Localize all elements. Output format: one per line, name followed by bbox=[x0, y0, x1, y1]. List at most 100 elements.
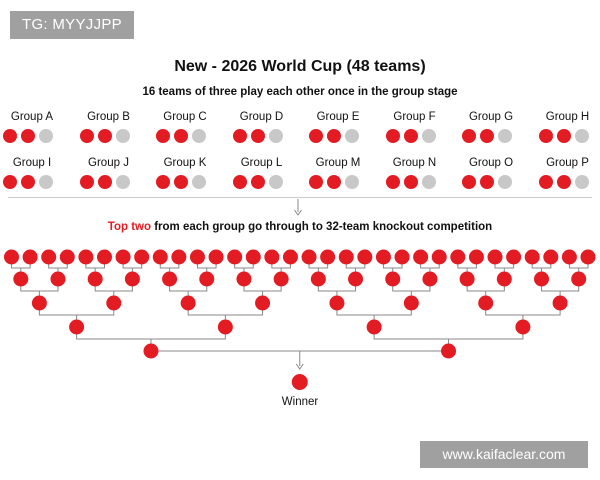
advancing-team-dot bbox=[480, 175, 494, 189]
round-of-32-dot bbox=[282, 249, 298, 265]
eliminated-team-dot bbox=[268, 175, 283, 189]
round-of-32-dot bbox=[171, 249, 187, 265]
page-title: New - 2026 World Cup (48 teams) bbox=[174, 58, 426, 75]
quarterfinal-dot bbox=[106, 295, 122, 311]
group-g: Group G bbox=[458, 111, 524, 151]
advancing-team-dot bbox=[174, 175, 188, 189]
advancing-team-dot bbox=[97, 175, 112, 189]
finalist-dot bbox=[441, 343, 457, 359]
tg-badge: TG: MYYJJPP bbox=[10, 11, 134, 39]
round-of-16-dot bbox=[87, 271, 103, 287]
advancing-team-dot bbox=[462, 175, 476, 189]
advancing-team-dot bbox=[3, 129, 17, 143]
round-of-16-dot bbox=[422, 271, 438, 287]
semifinal-dot bbox=[69, 319, 85, 335]
round-of-32-dot bbox=[115, 249, 131, 265]
round-of-16-dot bbox=[50, 271, 66, 287]
advancing-team-dot bbox=[480, 129, 494, 143]
watermark: www.kaifaclear.com bbox=[420, 441, 588, 468]
team-dots bbox=[2, 129, 62, 143]
group-label: Group K bbox=[163, 157, 207, 169]
group-label: Group M bbox=[315, 157, 361, 169]
team-dots bbox=[2, 175, 62, 189]
advancing-team-dot bbox=[156, 175, 170, 189]
group-a: Group A bbox=[0, 111, 65, 151]
group-label: Group B bbox=[87, 111, 130, 123]
round-of-16-dot bbox=[310, 271, 326, 287]
group-label: Group P bbox=[546, 157, 589, 169]
round-of-32-dot bbox=[245, 249, 261, 265]
advancing-team-dot bbox=[538, 129, 553, 143]
eliminated-team-dot bbox=[498, 129, 512, 143]
round-of-32-dot bbox=[96, 249, 112, 265]
quarterfinal-dot bbox=[552, 295, 568, 311]
group-d: Group D bbox=[229, 111, 295, 151]
round-of-16-dot bbox=[534, 271, 550, 287]
round-of-32-dot bbox=[338, 249, 354, 265]
advancing-team-dot bbox=[174, 129, 188, 143]
group-h: Group H bbox=[535, 111, 600, 151]
advancing-team-dot bbox=[79, 175, 94, 189]
group-label: Group N bbox=[392, 157, 437, 169]
team-dots bbox=[385, 175, 445, 189]
knockout-caption: Top two from each group go through to 32… bbox=[0, 221, 600, 233]
group-j: Group J bbox=[76, 157, 142, 197]
round-of-32-dot bbox=[394, 249, 410, 265]
round-of-32-dot bbox=[208, 249, 224, 265]
team-dots bbox=[155, 129, 215, 143]
round-of-16-dot bbox=[496, 271, 512, 287]
finalist-dot bbox=[143, 343, 159, 359]
team-dots bbox=[538, 129, 598, 143]
round-of-32-dot bbox=[375, 249, 391, 265]
group-label: Group C bbox=[163, 111, 207, 123]
team-dots bbox=[461, 175, 521, 189]
advancing-team-dot bbox=[309, 129, 323, 143]
team-dots bbox=[308, 175, 368, 189]
group-label: Group A bbox=[10, 111, 54, 123]
advancing-team-dot bbox=[385, 175, 400, 189]
group-label: Group H bbox=[545, 111, 590, 123]
team-dots bbox=[385, 129, 445, 143]
group-label: Group O bbox=[468, 157, 514, 169]
group-c: Group C bbox=[152, 111, 218, 151]
knockout-rest: from each group go through to 32-team kn… bbox=[151, 221, 493, 233]
group-b: Group B bbox=[76, 111, 142, 151]
group-p: Group P bbox=[535, 157, 600, 197]
arrow-head bbox=[294, 209, 302, 216]
round-of-32-dot bbox=[22, 249, 38, 265]
group-stage-subtitle: 16 teams of three play each other once i… bbox=[142, 86, 458, 98]
team-dots bbox=[461, 129, 521, 143]
advancing-team-dot bbox=[232, 129, 247, 143]
round-of-32-dot bbox=[431, 249, 447, 265]
divider bbox=[8, 197, 592, 198]
team-dots bbox=[155, 175, 215, 189]
round-of-16-dot bbox=[348, 271, 364, 287]
group-k: Group K bbox=[152, 157, 218, 197]
eliminated-team-dot bbox=[115, 175, 130, 189]
eliminated-team-dot bbox=[345, 175, 359, 189]
group-o: Group O bbox=[458, 157, 524, 197]
round-of-32-dot bbox=[320, 249, 336, 265]
advancing-team-dot bbox=[556, 175, 571, 189]
team-dots bbox=[308, 129, 368, 143]
advancing-team-dot bbox=[156, 129, 170, 143]
eliminated-team-dot bbox=[498, 175, 512, 189]
round-of-16-dot bbox=[162, 271, 178, 287]
round-of-32-dot bbox=[189, 249, 205, 265]
round-of-16-dot bbox=[13, 271, 29, 287]
advancing-team-dot bbox=[250, 175, 265, 189]
round-of-16-dot bbox=[571, 271, 587, 287]
group-label: Group E bbox=[316, 111, 360, 123]
round-of-32-dot bbox=[227, 249, 243, 265]
round-of-16-dot bbox=[273, 271, 289, 287]
round-of-32-dot bbox=[264, 249, 280, 265]
round-of-32-dot bbox=[413, 249, 429, 265]
round-of-16-dot bbox=[459, 271, 475, 287]
round-of-32-dot bbox=[506, 249, 522, 265]
eliminated-team-dot bbox=[39, 129, 53, 143]
eliminated-team-dot bbox=[345, 129, 359, 143]
advancing-team-dot bbox=[403, 175, 418, 189]
final-connector bbox=[150, 350, 449, 366]
eliminated-team-dot bbox=[421, 175, 436, 189]
eliminated-team-dot bbox=[115, 129, 130, 143]
